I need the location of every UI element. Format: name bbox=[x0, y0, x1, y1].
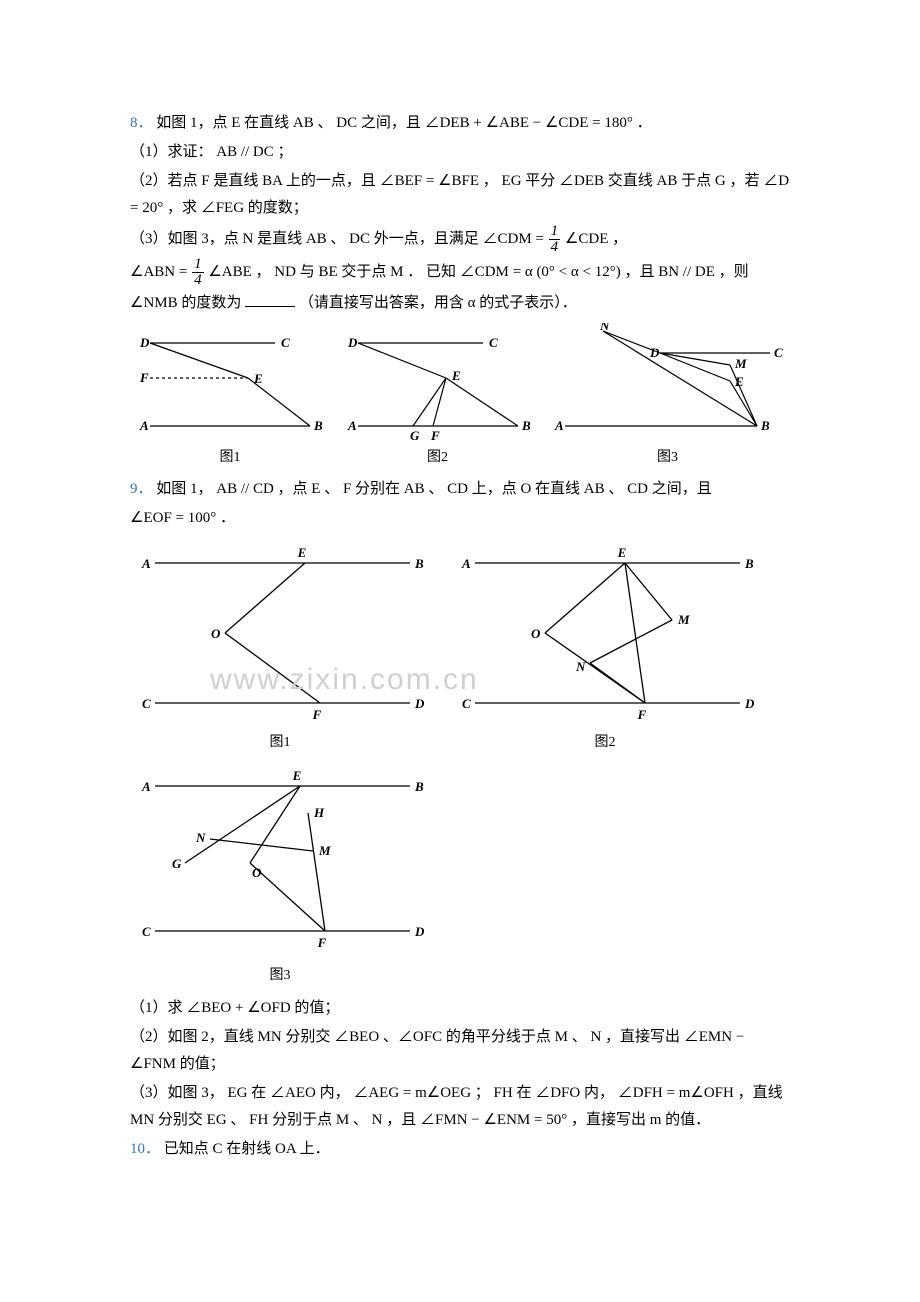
svg-text:B: B bbox=[313, 418, 323, 433]
svg-text:B: B bbox=[414, 556, 424, 571]
q8-part3-line2: ∠ABN = 14 ∠ABE ， ND 与 BE 交于点 M ． 已知 ∠CDM… bbox=[130, 257, 790, 288]
svg-text:D: D bbox=[649, 345, 660, 360]
svg-text:A: A bbox=[141, 779, 151, 794]
svg-text:M: M bbox=[734, 356, 747, 371]
svg-text:D: D bbox=[414, 696, 425, 711]
svg-text:C: C bbox=[142, 696, 151, 711]
svg-text:A: A bbox=[139, 418, 149, 433]
q8-fig1: DCFEAB 图1 bbox=[130, 323, 330, 470]
svg-text:A: A bbox=[141, 556, 151, 571]
svg-text:E: E bbox=[734, 374, 744, 389]
svg-text:N: N bbox=[575, 659, 586, 674]
svg-text:H: H bbox=[313, 805, 325, 820]
svg-text:E: E bbox=[451, 368, 461, 383]
svg-text:C: C bbox=[489, 335, 498, 350]
svg-text:A: A bbox=[461, 556, 471, 571]
svg-text:A: A bbox=[554, 418, 564, 433]
svg-text:F: F bbox=[637, 707, 647, 722]
svg-text:N: N bbox=[195, 830, 206, 845]
q8-part2: （2）若点 F 是直线 BA 上的一点，且 ∠BEF = ∠BFE ， EG 平… bbox=[130, 168, 790, 222]
q8-fig2: DCEAGFB 图2 bbox=[338, 323, 538, 470]
svg-text:D: D bbox=[139, 335, 150, 350]
svg-text:A: A bbox=[347, 418, 357, 433]
q8-fig3: NDCMEAB 图3 bbox=[545, 323, 790, 470]
svg-text:O: O bbox=[531, 626, 541, 641]
q8-num: 8． bbox=[130, 115, 153, 131]
svg-text:C: C bbox=[462, 696, 471, 711]
svg-text:E: E bbox=[253, 371, 263, 386]
svg-text:N: N bbox=[599, 323, 610, 333]
q9-part3: （3）如图 3， EG 在 ∠AEO 内， ∠AEG = m∠OEG ； FH … bbox=[130, 1080, 790, 1134]
q9-open-b: ∠EOF = 100° ． bbox=[130, 505, 790, 532]
svg-text:E: E bbox=[292, 768, 302, 783]
q8-part3-line3: ∠NMB 的度数为 （请直接写出答案，用含 α 的式子表示）． bbox=[130, 290, 790, 317]
svg-text:C: C bbox=[281, 335, 290, 350]
q9-fig3: AEBHNMGOCFD 图3 bbox=[130, 761, 430, 988]
q9-fig2: AEBOMNCFD 图2 bbox=[450, 538, 760, 755]
q10-num: 10． bbox=[130, 1141, 160, 1157]
svg-text:E: E bbox=[297, 545, 307, 560]
q9-fig1: AEBOCFD 图1 bbox=[130, 538, 430, 755]
q9-part2: （2）如图 2，直线 MN 分别交 ∠BEO 、∠OFC 的角平分线于点 M 、… bbox=[130, 1024, 790, 1078]
q9-figures-row1: AEBOCFD 图1 AEBOMNCFD 图2 bbox=[130, 538, 790, 755]
q8-figures: DCFEAB 图1 DCEAGFB 图2 NDCMEAB 图3 bbox=[130, 323, 790, 470]
svg-text:G: G bbox=[410, 428, 420, 443]
svg-text:C: C bbox=[142, 924, 151, 939]
svg-text:B: B bbox=[521, 418, 531, 433]
q9-figures-row2: AEBHNMGOCFD 图3 bbox=[130, 761, 790, 988]
svg-text:M: M bbox=[677, 612, 690, 627]
svg-text:D: D bbox=[347, 335, 358, 350]
svg-text:E: E bbox=[617, 545, 627, 560]
q8-open: 8． 如图 1，点 E 在直线 AB 、 DC 之间，且 ∠DEB + ∠ABE… bbox=[130, 110, 790, 137]
q8-part1: （1）求证： AB // DC ； bbox=[130, 139, 790, 166]
q10-open: 10． 已知点 C 在射线 OA 上． bbox=[130, 1136, 790, 1163]
svg-text:M: M bbox=[318, 843, 331, 858]
svg-text:F: F bbox=[312, 707, 322, 722]
q9-part1: （1）求 ∠BEO + ∠OFD 的值； bbox=[130, 995, 790, 1022]
svg-text:F: F bbox=[139, 370, 149, 385]
svg-text:O: O bbox=[211, 626, 221, 641]
svg-text:C: C bbox=[774, 345, 783, 360]
svg-text:B: B bbox=[414, 779, 424, 794]
svg-text:D: D bbox=[414, 924, 425, 939]
q9-open: 9． 如图 1， AB // CD ，点 E 、 F 分别在 AB 、 CD 上… bbox=[130, 476, 790, 503]
svg-text:O: O bbox=[252, 865, 262, 880]
svg-text:D: D bbox=[744, 696, 755, 711]
answer-blank bbox=[245, 293, 295, 308]
svg-text:B: B bbox=[760, 418, 770, 433]
svg-text:F: F bbox=[430, 428, 440, 443]
svg-text:B: B bbox=[744, 556, 754, 571]
q9-num: 9． bbox=[130, 481, 153, 497]
svg-text:G: G bbox=[172, 856, 182, 871]
svg-text:F: F bbox=[317, 935, 327, 950]
q8-part3-line1: （3）如图 3，点 N 是直线 AB 、 DC 外一点，且满足 ∠CDM = 1… bbox=[130, 224, 790, 255]
